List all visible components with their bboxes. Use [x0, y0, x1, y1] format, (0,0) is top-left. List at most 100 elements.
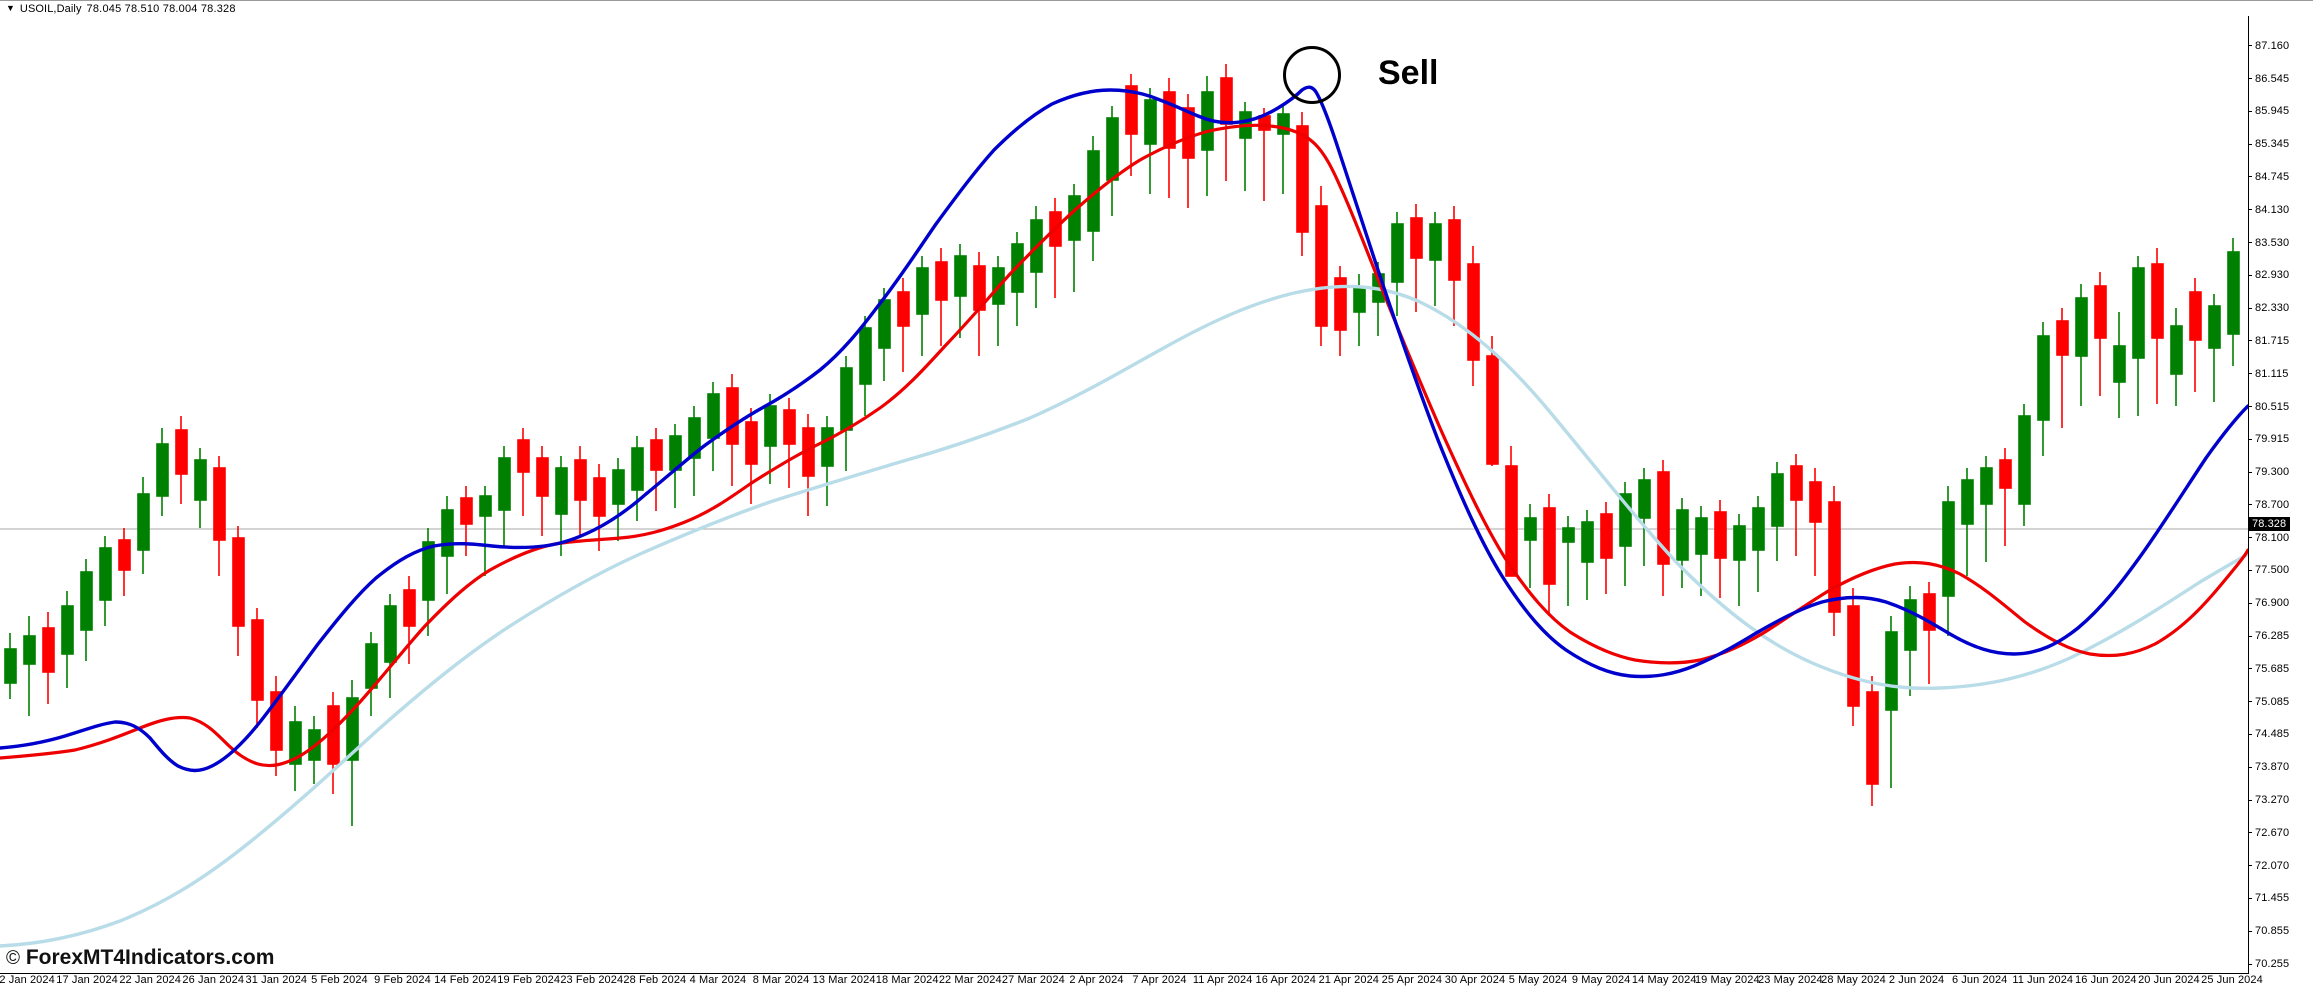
price-tick-dash — [2248, 668, 2252, 670]
copyright-icon: © — [6, 948, 20, 969]
price-tick-dash — [2248, 766, 2252, 768]
price-axis[interactable]: 87.76087.16086.54585.94585.34584.74584.1… — [2248, 1, 2313, 974]
price-tick-dash — [2248, 865, 2252, 867]
price-tick: 70.255 — [2248, 958, 2289, 970]
date-tick-label: 22 Jan 2024 — [119, 974, 181, 986]
price-tick-label: 82.930 — [2255, 269, 2290, 282]
price-tick: 74.485 — [2248, 728, 2289, 740]
date-tick-label: 30 Apr 2024 — [1444, 974, 1506, 986]
price-tick-label: 75.685 — [2255, 662, 2290, 675]
date-tick-label: 16 Jun 2024 — [2075, 974, 2137, 986]
current-price-badge: 78.328 — [2249, 517, 2291, 532]
price-tick: 81.715 — [2248, 335, 2289, 347]
price-tick: 73.870 — [2248, 761, 2289, 773]
price-tick: 85.345 — [2248, 138, 2289, 150]
price-tick: 84.745 — [2248, 171, 2289, 183]
chevron-down-icon[interactable]: ▼ — [6, 3, 15, 13]
price-tick-label: 78.100 — [2255, 531, 2290, 544]
date-tick-label: 6 Jun 2024 — [1951, 974, 2008, 986]
price-tick-label: 72.670 — [2255, 826, 2290, 839]
price-tick-label: 80.515 — [2255, 400, 2290, 413]
price-tick: 83.530 — [2248, 237, 2289, 249]
price-tick: 77.500 — [2248, 564, 2289, 576]
price-tick-label: 84.745 — [2255, 170, 2290, 183]
price-tick: 72.670 — [2248, 827, 2289, 839]
price-tick-dash — [2248, 504, 2252, 506]
price-tick-label: 81.115 — [2255, 367, 2289, 380]
date-tick-label: 9 May 2024 — [1571, 974, 1631, 986]
date-tick-label: 26 Jan 2024 — [182, 974, 245, 986]
price-tick-dash — [2248, 963, 2252, 965]
price-tick-dash — [2248, 733, 2252, 735]
price-tick: 85.945 — [2248, 105, 2289, 117]
date-tick-label: 5 May 2024 — [1508, 974, 1568, 986]
price-tick: 75.685 — [2248, 663, 2289, 675]
date-tick-label: 14 Feb 2024 — [434, 974, 498, 986]
price-tick-label: 77.500 — [2255, 564, 2290, 577]
price-tick-label: 82.330 — [2255, 302, 2290, 315]
price-tick-dash — [2248, 832, 2252, 834]
ma-fast-line — [0, 85, 2248, 773]
price-plot-area[interactable]: Sell — [0, 16, 2248, 974]
price-tick-dash — [2248, 602, 2252, 604]
price-tick-label: 72.070 — [2255, 859, 2290, 872]
date-axis-line — [0, 973, 2248, 974]
date-tick-label: 22 Mar 2024 — [938, 974, 1002, 986]
price-tick: 75.085 — [2248, 696, 2289, 708]
date-tick-label: 23 May 2024 — [1758, 974, 1823, 986]
price-tick: 81.115 — [2248, 368, 2288, 380]
price-tick-label: 74.485 — [2255, 728, 2290, 741]
price-tick: 72.070 — [2248, 860, 2289, 872]
price-tick: 79.300 — [2248, 466, 2289, 478]
price-tick-label: 79.300 — [2255, 466, 2290, 479]
date-tick-label: 13 Mar 2024 — [812, 974, 876, 986]
candlestick-series — [4, 64, 2240, 826]
price-tick-dash — [2248, 438, 2252, 440]
price-tick: 71.455 — [2248, 892, 2289, 904]
date-tick-label: 20 Jun 2024 — [2138, 974, 2200, 986]
date-tick-label: 16 Apr 2024 — [1255, 974, 1316, 986]
date-tick-label: 14 May 2024 — [1631, 974, 1697, 986]
date-tick-label: 28 Feb 2024 — [623, 974, 687, 986]
price-tick-dash — [2248, 143, 2252, 145]
price-tick-dash — [2248, 340, 2252, 342]
price-tick-label: 70.255 — [2255, 958, 2290, 970]
date-tick-label: 19 May 2024 — [1694, 974, 1760, 986]
price-tick-label: 83.530 — [2255, 236, 2290, 249]
price-tick-label: 73.270 — [2255, 794, 2290, 807]
price-tick-label: 87.160 — [2255, 39, 2290, 52]
price-tick-dash — [2248, 537, 2252, 539]
date-tick-label: 19 Feb 2024 — [497, 974, 561, 986]
date-tick-label: 18 Mar 2024 — [875, 974, 939, 986]
symbol-info-bar: ▼ USOIL,Daily 78.045 78.510 78.004 78.32… — [0, 1, 2313, 16]
ma-slow-line — [0, 284, 2248, 948]
price-tick-dash — [2248, 78, 2252, 80]
date-tick-label: 27 Mar 2024 — [1001, 974, 1065, 986]
date-tick-label: 12 Jan 2024 — [0, 974, 55, 986]
crossover-marker-circle — [1283, 46, 1341, 104]
price-tick-dash — [2248, 274, 2252, 276]
price-tick: 78.100 — [2248, 532, 2289, 544]
date-tick-label: 5 Feb 2024 — [311, 974, 368, 986]
price-tick: 84.130 — [2248, 204, 2289, 216]
price-tick: 76.900 — [2248, 597, 2289, 609]
price-tick-label: 86.545 — [2255, 72, 2290, 85]
price-tick: 82.330 — [2248, 302, 2289, 314]
price-tick: 79.915 — [2248, 433, 2289, 445]
price-tick-label: 79.915 — [2255, 433, 2290, 446]
price-tick: 70.855 — [2248, 925, 2289, 937]
date-tick-label: 23 Feb 2024 — [560, 974, 624, 986]
date-tick-label: 11 Apr 2024 — [1192, 974, 1253, 986]
price-tick-dash — [2248, 897, 2252, 899]
price-tick-label: 73.870 — [2255, 761, 2290, 774]
date-tick-label: 9 Feb 2024 — [374, 974, 431, 986]
ma-mid-line — [0, 123, 2248, 768]
price-tick: 73.270 — [2248, 794, 2289, 806]
date-tick-label: 25 Jun 2024 — [2201, 974, 2263, 986]
price-tick-label: 70.855 — [2255, 925, 2290, 938]
sell-signal-label: Sell — [1378, 54, 1439, 92]
price-tick-dash — [2248, 307, 2252, 309]
date-tick-label: 4 Mar 2024 — [689, 974, 747, 986]
date-tick-label: 17 Jan 2024 — [56, 974, 118, 986]
